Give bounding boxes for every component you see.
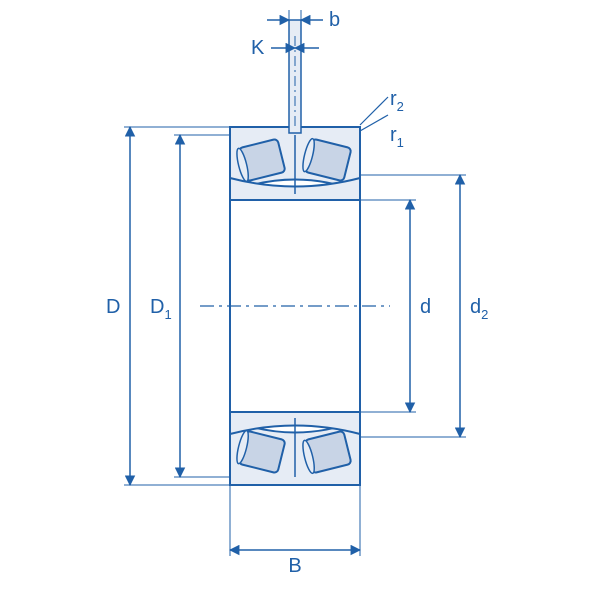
svg-text:K: K [251,37,265,59]
svg-text:B: B [288,555,301,577]
svg-text:D: D [106,296,120,318]
svg-text:r2: r2 [390,88,404,114]
bearing-cross-section-diagram: D D1 d d2 Bb Kr1 r2 [0,0,600,600]
svg-text:d2: d2 [470,296,488,322]
leader-r1 [360,115,388,131]
leader-r2 [360,97,388,125]
svg-text:D1: D1 [150,296,172,322]
svg-text:d: d [420,296,431,318]
svg-text:b: b [329,9,340,31]
svg-text:r1: r1 [390,124,404,150]
